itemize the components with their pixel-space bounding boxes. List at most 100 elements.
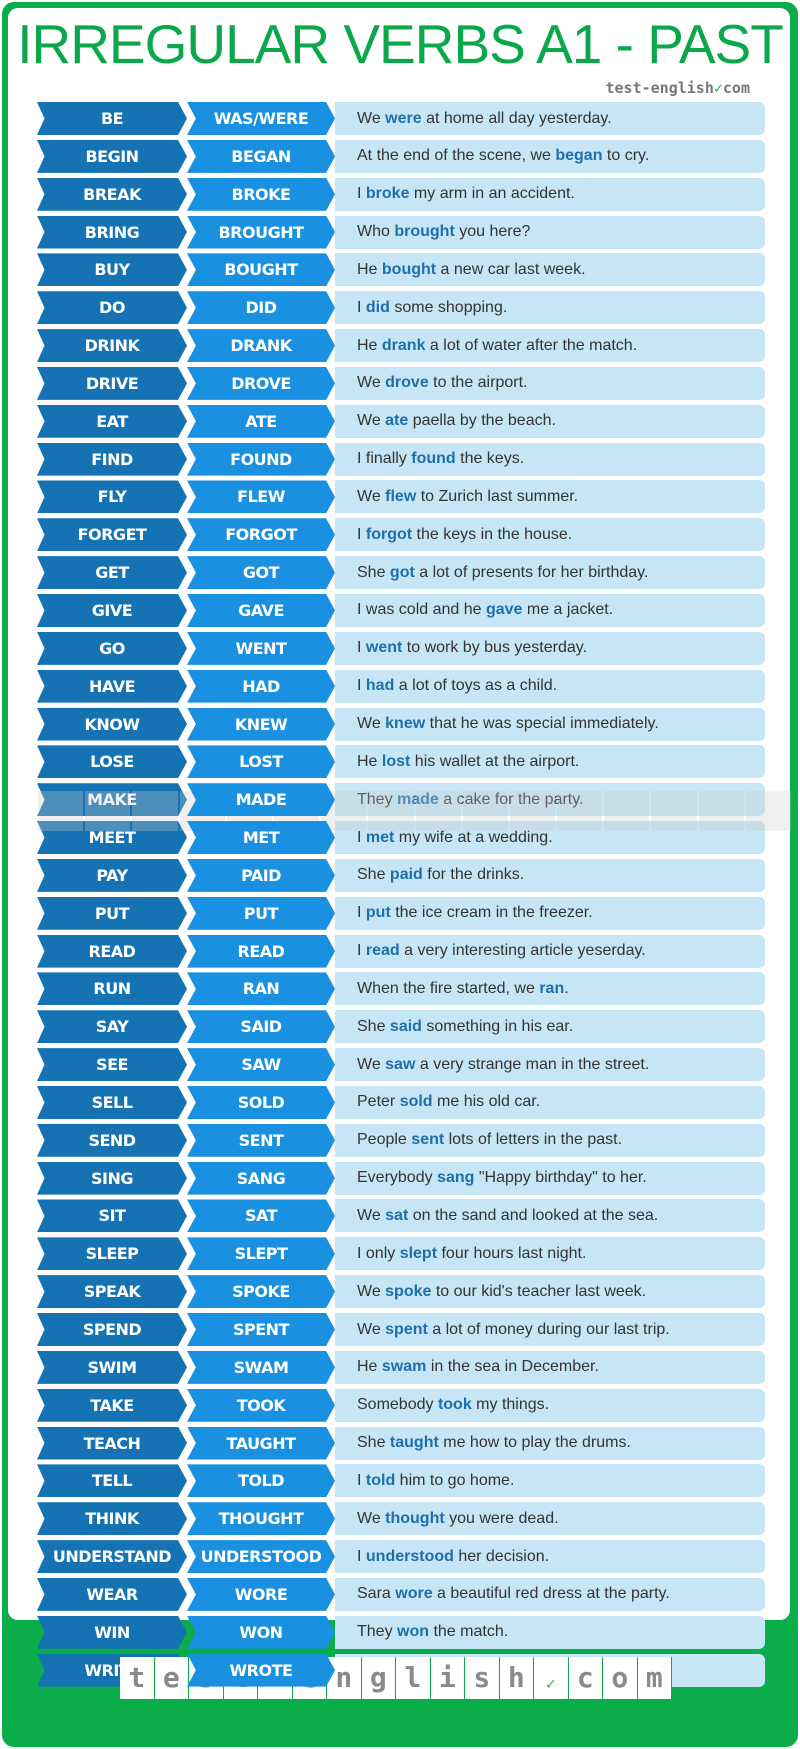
base-form: SAY xyxy=(37,1010,187,1044)
sentence-start: Everybody xyxy=(357,1169,438,1187)
example-sentence: I met my wife at a wedding. xyxy=(335,821,765,855)
past-form: WON xyxy=(187,1615,335,1649)
sentence-start: Peter xyxy=(357,1093,400,1111)
sentence-start: They xyxy=(357,1623,398,1641)
logo-letter: t xyxy=(120,1657,154,1699)
sentence-start: We xyxy=(357,1055,386,1073)
example-sentence: She got a lot of presents for her birthd… xyxy=(335,556,765,590)
sentence-verb: swam xyxy=(381,1358,427,1376)
sentence-start: She xyxy=(357,1434,390,1452)
sentence-end: a very strange man in the street. xyxy=(415,1055,650,1073)
base-form: FORGET xyxy=(37,518,187,552)
past-form: BROUGHT xyxy=(187,215,335,249)
sentence-start: I xyxy=(357,904,366,922)
sentence-end: something in his ear. xyxy=(421,1017,574,1035)
past-form: LOST xyxy=(187,745,335,779)
base-form: THINK xyxy=(37,1502,187,1536)
sentence-verb: knew xyxy=(385,715,426,732)
base-form: SWIM xyxy=(37,1350,187,1384)
sentence-verb: lost xyxy=(381,752,411,770)
example-sentence: We drove to the airport. xyxy=(335,366,765,400)
sentence-verb: sat xyxy=(385,1206,409,1224)
example-sentence: They made a cake for the party. xyxy=(335,783,765,817)
sentence-end: a beautiful red dress at the party. xyxy=(432,1585,670,1603)
sentence-end: me his old car. xyxy=(432,1093,541,1111)
sentence-verb: paid xyxy=(389,866,423,884)
sentence-verb: took xyxy=(437,1396,472,1414)
sentence-end: to our kid's teacher last week. xyxy=(431,1282,647,1300)
sentence-end: the keys in the house. xyxy=(412,525,573,543)
past-form: HAD xyxy=(187,669,335,703)
verb-row: PAY PAID She paid for the drinks. xyxy=(37,858,765,892)
logo-letter: c xyxy=(568,1657,602,1699)
sentence-start: People xyxy=(357,1131,412,1149)
sentence-start: He xyxy=(357,336,382,354)
example-sentence: I forgot the keys in the house. xyxy=(335,518,765,552)
sentence-verb: flew xyxy=(385,487,417,505)
verb-row: SWIM SWAM He swam in the sea in December. xyxy=(37,1350,765,1384)
past-form: WENT xyxy=(187,631,335,665)
sentence-end: for the drinks. xyxy=(422,866,525,884)
sentence-verb: slept xyxy=(399,1244,438,1262)
example-sentence: I did some shopping. xyxy=(335,291,765,325)
verb-row: BE WAS/WERE We were at home all day yester… xyxy=(37,102,765,135)
verb-row: HAVE HAD I had a lot of toys as a child. xyxy=(37,669,765,703)
sentence-start: I xyxy=(357,1471,366,1489)
sentence-end: my wife at a wedding. xyxy=(394,828,553,846)
verb-row: RUN RAN When the fire started, we ran. xyxy=(37,972,765,1006)
sentence-verb: told xyxy=(365,1471,396,1489)
sentence-end: the match. xyxy=(429,1623,509,1641)
base-form: MEET xyxy=(37,821,187,855)
sentence-verb: broke xyxy=(365,185,410,203)
past-form: TAUGHT xyxy=(187,1426,335,1460)
sentence-verb: found xyxy=(411,450,456,468)
verb-row: SELL SOLD Peter sold me his old car. xyxy=(37,1085,765,1119)
past-form: SPENT xyxy=(187,1313,335,1346)
logo-letter: m xyxy=(637,1657,671,1699)
example-sentence: We knew that he was special immediately. xyxy=(335,707,765,741)
sentence-end: his wallet at the airport. xyxy=(410,752,580,770)
example-sentence: I understood her decision. xyxy=(335,1540,765,1574)
example-sentence: We were at home all day yesterday. xyxy=(335,102,765,135)
base-form: LOSE xyxy=(37,745,187,779)
base-form: HAVE xyxy=(37,669,187,703)
sentence-end: a lot of water after the match. xyxy=(425,336,638,354)
past-form: PUT xyxy=(187,896,335,930)
past-form: DRANK xyxy=(187,329,335,363)
logo-letter: h xyxy=(499,1657,533,1699)
example-sentence: We saw a very strange man in the street. xyxy=(335,1048,765,1082)
base-form: UNDERSTAND xyxy=(37,1540,187,1574)
sentence-end: him to go home. xyxy=(395,1471,515,1489)
past-form: SAW xyxy=(187,1048,335,1082)
sentence-end: some shopping. xyxy=(389,298,508,316)
logo-letter: s xyxy=(465,1657,499,1699)
sentence-end: me a jacket. xyxy=(522,601,614,619)
sentence-verb: put xyxy=(365,904,391,922)
check-icon: ✓ xyxy=(713,79,723,97)
base-form: RUN xyxy=(37,972,187,1006)
verb-row: MAKE MADE They made a cake for the party. xyxy=(37,783,765,817)
sentence-verb: wore xyxy=(395,1585,433,1603)
base-form: BREAK xyxy=(37,177,187,211)
sentence-end: you here? xyxy=(454,223,531,241)
example-sentence: At the end of the scene, we began to cry… xyxy=(335,139,765,173)
base-form: SELL xyxy=(37,1085,187,1119)
sentence-end: . xyxy=(564,979,569,997)
sentence-verb: bought xyxy=(381,260,437,278)
verb-row: BREAK BROKE I broke my arm in an accident. xyxy=(37,177,765,211)
example-sentence: People sent lots of letters in the past. xyxy=(335,1123,765,1157)
verb-row: SLEEP SLEPT I only slept four hours last n… xyxy=(37,1237,765,1271)
sentence-start: She xyxy=(357,1017,390,1035)
sentence-start: He xyxy=(357,1358,382,1376)
base-form: BEGIN xyxy=(37,139,187,173)
sentence-start: We xyxy=(357,1282,386,1300)
example-sentence: Sara wore a beautiful red dress at the p… xyxy=(335,1577,765,1611)
past-form: PAID xyxy=(187,858,335,892)
sentence-verb: won xyxy=(397,1623,430,1641)
verb-row: TAKE TOOK Somebody took my things. xyxy=(37,1388,765,1422)
sentence-start: At the end of the scene, we xyxy=(357,147,556,165)
verb-table: BE WAS/WERE We were at home all day yester… xyxy=(37,102,765,1691)
past-form: SANG xyxy=(187,1161,335,1195)
past-form: THOUGHT xyxy=(187,1502,335,1536)
logo-letter: o xyxy=(603,1657,637,1699)
